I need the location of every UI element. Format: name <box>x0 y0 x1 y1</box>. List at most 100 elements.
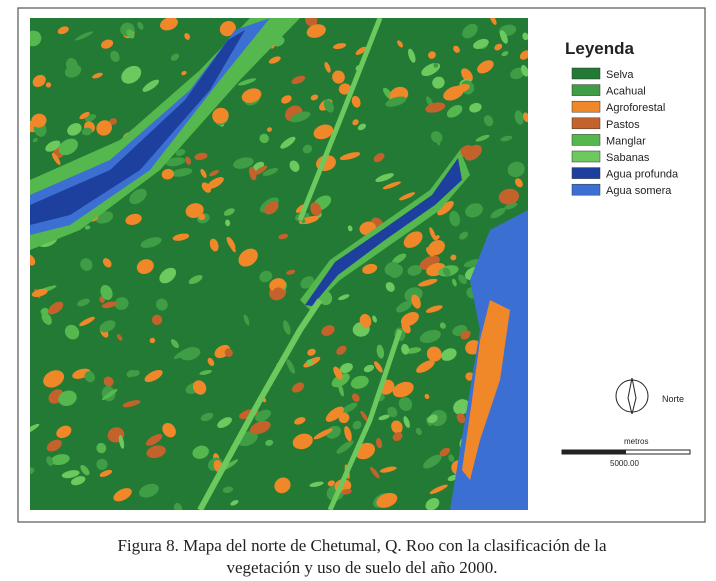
patch <box>450 254 457 261</box>
patch <box>453 83 470 94</box>
scale-distance: 5000.00 <box>610 459 639 468</box>
legend-label: Agroforestal <box>606 102 665 114</box>
patch <box>181 70 187 76</box>
patch <box>58 138 78 156</box>
map <box>30 18 528 510</box>
patch <box>255 409 271 422</box>
patch <box>200 412 214 422</box>
patch <box>114 297 129 310</box>
patch <box>165 157 186 167</box>
patch <box>291 75 306 85</box>
patch <box>170 53 180 61</box>
legend-label: Manglar <box>606 135 646 147</box>
north-arrow <box>627 377 637 415</box>
patch <box>145 434 163 446</box>
patch <box>265 439 274 446</box>
patch <box>67 123 82 136</box>
patch <box>336 440 354 454</box>
patch <box>372 315 377 323</box>
patch <box>162 422 176 438</box>
legend-label: Sabanas <box>606 152 650 164</box>
legend-swatch <box>571 84 601 96</box>
patch <box>522 32 528 41</box>
patch <box>498 188 520 205</box>
savanna-strip <box>327 329 403 510</box>
patch <box>407 265 422 276</box>
savanna-strip <box>197 298 323 510</box>
patch <box>323 99 334 113</box>
patch <box>92 72 103 79</box>
legend-label: Agua somera <box>606 185 672 197</box>
patch <box>223 208 235 216</box>
legend-swatch <box>571 167 601 179</box>
patch <box>432 76 445 89</box>
patch <box>463 259 482 268</box>
patch <box>341 402 358 414</box>
patch <box>217 417 232 429</box>
patch <box>499 30 508 44</box>
patch <box>137 21 144 30</box>
patch <box>352 420 362 430</box>
lagoon <box>305 158 462 306</box>
patch <box>219 20 236 37</box>
patch <box>130 370 140 377</box>
caption-line: Figura 8. Mapa del norte de Chetumal, Q.… <box>117 536 607 555</box>
patch <box>452 278 457 287</box>
patch <box>378 414 390 421</box>
scale-unit: metros <box>624 437 648 446</box>
patch <box>96 458 108 470</box>
patch <box>173 348 190 360</box>
patch <box>46 439 62 452</box>
patch <box>391 253 407 265</box>
patch <box>401 343 410 355</box>
patch <box>321 325 335 336</box>
legend-title: Leyenda <box>565 39 635 58</box>
patch <box>464 144 482 161</box>
patch <box>462 23 478 39</box>
patch <box>172 233 190 241</box>
patch <box>426 346 442 362</box>
patch <box>425 102 446 113</box>
patch <box>121 65 142 84</box>
patch <box>501 51 509 57</box>
patch <box>140 237 162 248</box>
patch <box>325 406 344 422</box>
patch <box>84 225 91 230</box>
patch <box>416 360 435 373</box>
patch <box>362 263 378 274</box>
patch <box>338 294 350 301</box>
patch <box>423 454 442 469</box>
patch <box>465 203 483 218</box>
patch <box>373 152 385 163</box>
patch <box>32 74 46 88</box>
legend-swatch <box>571 183 601 196</box>
patch <box>129 188 147 205</box>
patch <box>324 62 331 73</box>
patch <box>194 152 208 161</box>
patch <box>339 362 353 374</box>
patch <box>385 282 395 292</box>
patch <box>477 60 494 74</box>
legend-swatch <box>571 100 601 113</box>
patch <box>41 312 52 325</box>
patch <box>274 477 291 494</box>
patch <box>426 247 435 257</box>
legend-swatch <box>571 134 601 146</box>
patch <box>449 210 461 227</box>
patch <box>441 348 457 361</box>
patch <box>31 288 48 298</box>
patch <box>149 337 156 344</box>
patch <box>290 111 311 123</box>
patch <box>30 467 35 475</box>
patch <box>382 181 401 190</box>
patch <box>483 115 494 127</box>
patch <box>31 113 47 128</box>
patch <box>281 95 292 104</box>
patch <box>79 316 95 327</box>
patch <box>448 454 455 462</box>
patch <box>359 313 372 328</box>
patch <box>58 390 77 406</box>
patch <box>142 79 160 92</box>
patch <box>185 156 191 165</box>
